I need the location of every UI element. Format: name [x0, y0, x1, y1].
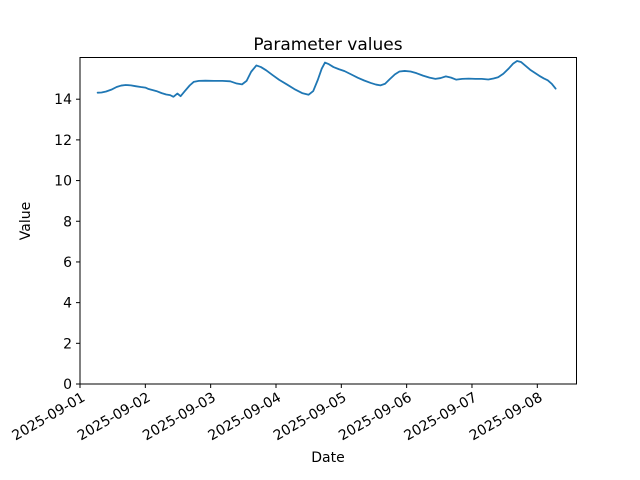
y-tick-label: 10	[54, 174, 72, 190]
y-tick-label: 4	[63, 296, 72, 312]
y-tick-label: 14	[54, 92, 72, 108]
y-tick-label: 8	[63, 214, 72, 230]
y-axis-ticks: 0 2 4 6 8 10 12 14	[54, 92, 80, 393]
y-tick-label: 12	[54, 133, 72, 149]
y-tick-label: 0	[63, 377, 72, 393]
series-line-parameter	[96, 60, 557, 98]
x-axis-label: Date	[311, 450, 344, 466]
y-axis-label: Value	[18, 202, 34, 240]
y-tick-label: 2	[63, 336, 72, 352]
y-tick-label: 6	[63, 255, 72, 271]
axes-frame	[79, 57, 577, 385]
chart-title: Parameter values	[253, 35, 402, 55]
